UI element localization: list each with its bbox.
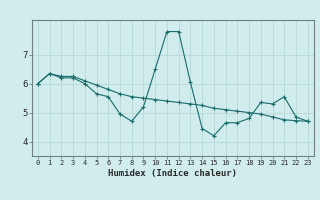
X-axis label: Humidex (Indice chaleur): Humidex (Indice chaleur) <box>108 169 237 178</box>
